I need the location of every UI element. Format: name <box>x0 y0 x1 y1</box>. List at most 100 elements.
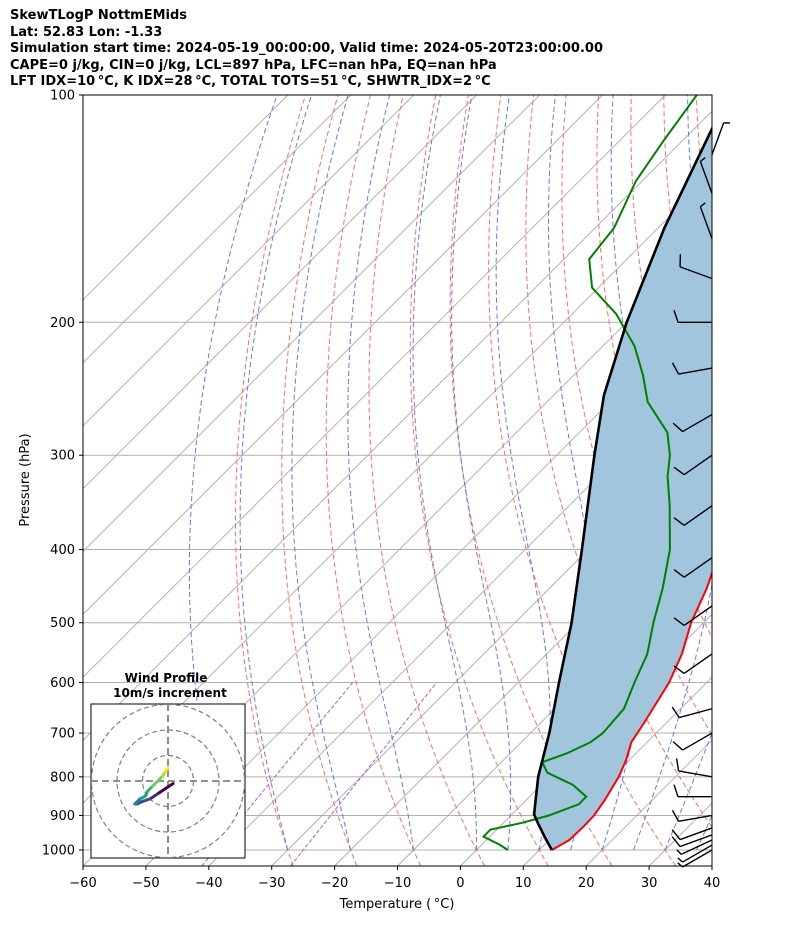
wind-barb <box>673 784 712 798</box>
barb-staff <box>699 206 713 239</box>
x-tick-label: −50 <box>132 876 159 891</box>
axes: −60 −50 −40 −30 −20 −10 0 10 20 30 40 1000 900 800 700… <box>42 89 720 892</box>
moist-adiabat <box>412 95 477 850</box>
y-tick-label: 500 <box>50 616 75 631</box>
wind-barb <box>671 706 713 719</box>
isotherm <box>83 95 666 678</box>
barb-flag <box>675 758 680 772</box>
barb-half-flag <box>699 156 706 163</box>
barb-staff <box>679 827 713 841</box>
wind-barb <box>677 844 713 863</box>
barb-flag <box>671 829 681 841</box>
x-tick-label: 20 <box>578 876 595 891</box>
moist-adiabat <box>451 95 512 851</box>
barb-staff <box>679 834 713 848</box>
y-tick-label: 800 <box>50 770 75 785</box>
barb-half-flag <box>677 857 684 863</box>
barb-staff <box>683 454 713 476</box>
dry-adiabat <box>729 95 794 866</box>
moist-adiabat <box>239 95 312 851</box>
wind-barb <box>699 202 713 239</box>
profile-lines <box>481 95 712 851</box>
moist-adiabat <box>548 95 598 851</box>
temperature-line <box>551 570 712 851</box>
wind-barb <box>673 557 713 578</box>
wind-barb <box>671 827 713 841</box>
dry-adiabat <box>368 95 485 866</box>
parcel-line <box>532 125 712 851</box>
barb-staff <box>678 814 713 823</box>
x-tick-label: −20 <box>321 876 348 891</box>
barb-staff <box>683 557 713 578</box>
wind-barb <box>673 454 713 476</box>
isotherm <box>397 550 712 866</box>
barb-staff <box>682 413 713 433</box>
y-tick-label: 300 <box>50 449 75 464</box>
x-tick-label: 40 <box>704 876 721 891</box>
barb-staff <box>678 770 713 778</box>
wind-barb <box>711 122 730 156</box>
wind-barb <box>673 653 713 675</box>
hodograph-ring <box>91 704 245 858</box>
barb-flag <box>673 617 685 626</box>
y-tick-label: 600 <box>50 676 75 691</box>
hodograph-segment <box>163 766 170 773</box>
hodograph-segment <box>156 787 167 796</box>
wind-barb <box>672 732 713 751</box>
isotherm <box>83 110 712 741</box>
inset-subtitle: 10m/s increment <box>113 686 227 700</box>
moist-adiabat <box>291 95 352 851</box>
x-tick-label: −10 <box>384 876 411 891</box>
barb-staff <box>683 605 713 626</box>
moist-adiabat <box>759 95 794 850</box>
isotherm <box>83 95 477 490</box>
barb-staff <box>683 653 713 675</box>
barb-flag <box>673 466 685 476</box>
isotherm <box>83 95 540 553</box>
barb-half-flag <box>699 202 706 208</box>
wind-barb <box>673 605 713 626</box>
barb-staff <box>678 367 713 375</box>
x-tick-label: 10 <box>515 876 532 891</box>
dry-adiabat <box>409 95 549 866</box>
isotherm <box>522 676 712 866</box>
moist-adiabat <box>495 95 551 851</box>
y-tick-label: 700 <box>50 727 75 742</box>
moist-adiabat <box>347 95 414 851</box>
barb-staff <box>682 844 713 863</box>
shaded-region <box>534 128 712 850</box>
y-tick-label: 200 <box>50 316 75 331</box>
isotherm <box>334 487 712 866</box>
wind-barb <box>699 156 713 194</box>
wind-barb <box>676 839 713 856</box>
barb-flag <box>671 706 680 718</box>
barb-staff <box>680 839 713 856</box>
moist-adiabat <box>188 95 278 851</box>
barb-flag <box>671 836 681 847</box>
x-axis-label: Temperature ( °C) <box>339 897 455 912</box>
wind-barb <box>677 849 713 868</box>
location-line: Lat: 52.83 Lon: -1.33 <box>10 24 163 40</box>
isotherm <box>711 865 712 866</box>
barb-staff <box>683 505 713 526</box>
barb-staff <box>678 708 713 719</box>
barb-staff <box>699 161 713 194</box>
moist-adiabat <box>633 95 712 851</box>
y-tick-label: 400 <box>50 543 75 558</box>
y-tick-label: 100 <box>50 89 75 104</box>
wind-barb <box>675 758 713 778</box>
chart-title: SkewTLogP NottmEMids <box>10 8 188 23</box>
barb-flag <box>673 310 679 323</box>
barb-flag <box>671 809 680 822</box>
wind-barb <box>671 809 713 823</box>
dry-adiabat <box>235 95 306 866</box>
dry-adiabat <box>762 95 794 866</box>
x-tick-label: −40 <box>195 876 222 891</box>
barb-staff <box>682 849 713 868</box>
dry-adiabat <box>281 95 358 866</box>
hodograph-segment <box>163 782 175 791</box>
chart-header: SkewTLogP NottmEMids Lat: 52.83 Lon: -1.… <box>10 8 603 91</box>
dry-adiabat <box>525 95 712 829</box>
x-tick-label: −60 <box>69 876 96 891</box>
